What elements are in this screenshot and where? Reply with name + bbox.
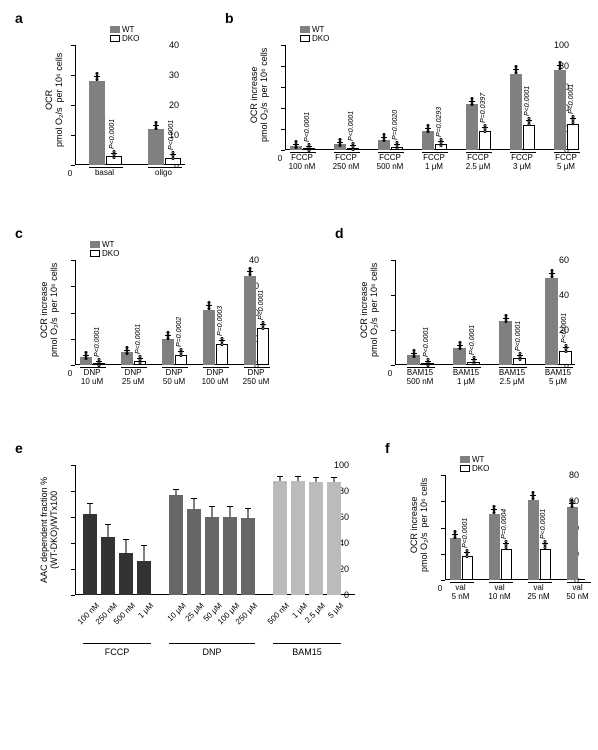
panel-c: c WT DKO 0 10 20 30 40 P<0.0001DNP 10 uM [20, 235, 270, 415]
legend-dko: DKO [122, 34, 139, 43]
panel-a: a WT DKO 0 10 20 30 40 P<0.0001basal [20, 20, 200, 200]
chart-a: 0 10 20 30 40 P<0.0001basal P<0.0001olig… [75, 45, 185, 165]
chart-e: 0 20 40 60 80 100 100 nM 250 nM 500 nM [75, 465, 355, 595]
panel-b: b WT DKO 0 20 40 60 80 100 P<0.0001FCCP … [230, 20, 580, 200]
legend-f: WT DKO [460, 455, 489, 473]
ytitle-b: OCR increase pmol O₂/s per 10⁶ cells [250, 35, 270, 155]
legend-wt: WT [122, 25, 134, 34]
label-e: e [15, 440, 23, 456]
ytitle-a: OCR pmol O₂/s per 10⁶ cells [45, 40, 65, 160]
ytitle-d: OCR increase pmol O₂/s per 10⁶ cells [360, 250, 380, 370]
legend-b: WT DKO [300, 25, 329, 43]
ytitle-c: OCR increase pmol O₂/s per 10⁶ cells [40, 250, 60, 370]
label-a: a [15, 10, 23, 26]
ytitle-f: OCR increase pmol O₂/s per 10⁶ cells [410, 465, 430, 585]
label-b: b [225, 10, 234, 26]
label-c: c [15, 225, 23, 241]
ytitle-e: AAC dependent fraction % (WT-DKO)/WTx100 [40, 460, 60, 600]
legend-c: WT DKO [90, 240, 119, 258]
chart-d: 0 20 40 60 P<0.0001BAM15 500 nM P<0.0001… [395, 260, 575, 365]
chart-c: 0 10 20 30 40 P<0.0001DNP 10 uM P<0.0001… [75, 260, 265, 365]
chart-f: 0 20 40 60 80 P<0.0001val 5 nM P=0.0004v… [445, 475, 585, 580]
panel-f: f WT DKO 0 20 40 60 80 P<0.0001val 5 nM [390, 450, 590, 650]
chart-b: 0 20 40 60 80 100 P<0.0001FCCP 100 nM [285, 45, 575, 150]
legend-a: WT DKO [110, 25, 139, 43]
label-f: f [385, 440, 390, 456]
panel-d: d 0 20 40 60 P<0.0001BAM15 500 nM [340, 235, 580, 415]
panel-e: e 0 20 40 60 80 100 100 nM 250 nM 50 [20, 450, 360, 710]
label-d: d [335, 225, 344, 241]
